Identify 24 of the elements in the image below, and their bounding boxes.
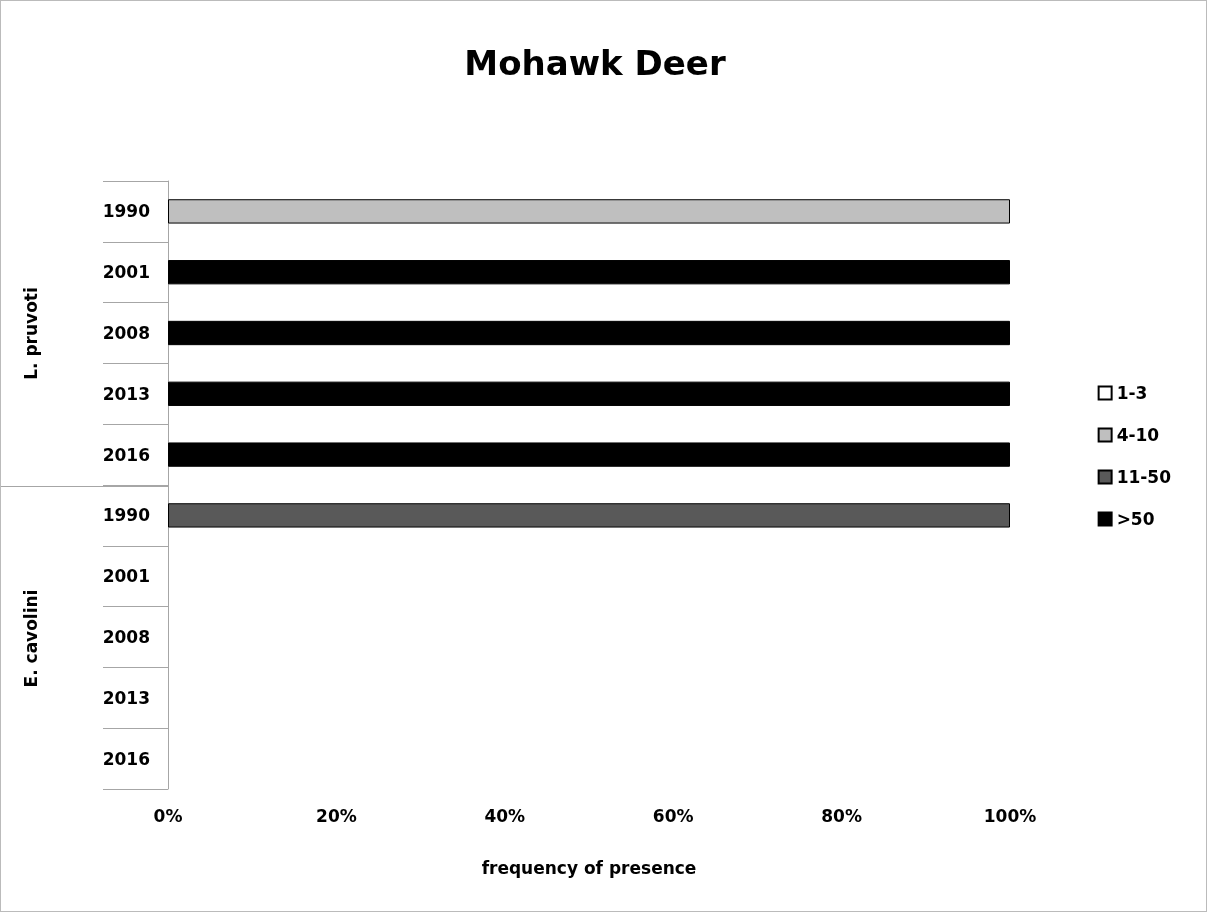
y-tick-label: 2008 — [102, 323, 150, 343]
x-tick-label: 0% — [153, 805, 183, 826]
y-tick-label: 1990 — [102, 201, 151, 222]
text: E. cavolini — [21, 589, 41, 688]
y-tick-label: 2013 — [102, 687, 150, 708]
legend-label: 4-10 — [1116, 425, 1160, 445]
x-tick-label: 100% — [983, 805, 1037, 826]
y-tick-label: 2001 — [102, 262, 150, 283]
chart-title: Mohawk Deer — [464, 43, 726, 83]
y-tick-label: 2008 — [102, 627, 150, 647]
y-tick-label: 2001 — [102, 566, 150, 587]
x-tick-label: 20% — [316, 805, 357, 826]
text: L. pruvoti — [21, 287, 41, 380]
x-tick-label: 80% — [821, 805, 862, 826]
y-tick-label: 1990 — [102, 505, 151, 526]
y-tick-label: 2016 — [102, 444, 150, 465]
legend-label: 11-50 — [1116, 467, 1172, 487]
legend-label: 1-3 — [1116, 383, 1148, 403]
x-tick-label: 60% — [652, 805, 694, 826]
y-tick-label: 2013 — [102, 383, 150, 404]
x-tick-label: 40% — [484, 805, 526, 826]
legend-label: >50 — [1116, 509, 1155, 529]
y-tick-label: 2016 — [102, 748, 150, 769]
x-axis-title: frequency of presence — [481, 857, 697, 878]
